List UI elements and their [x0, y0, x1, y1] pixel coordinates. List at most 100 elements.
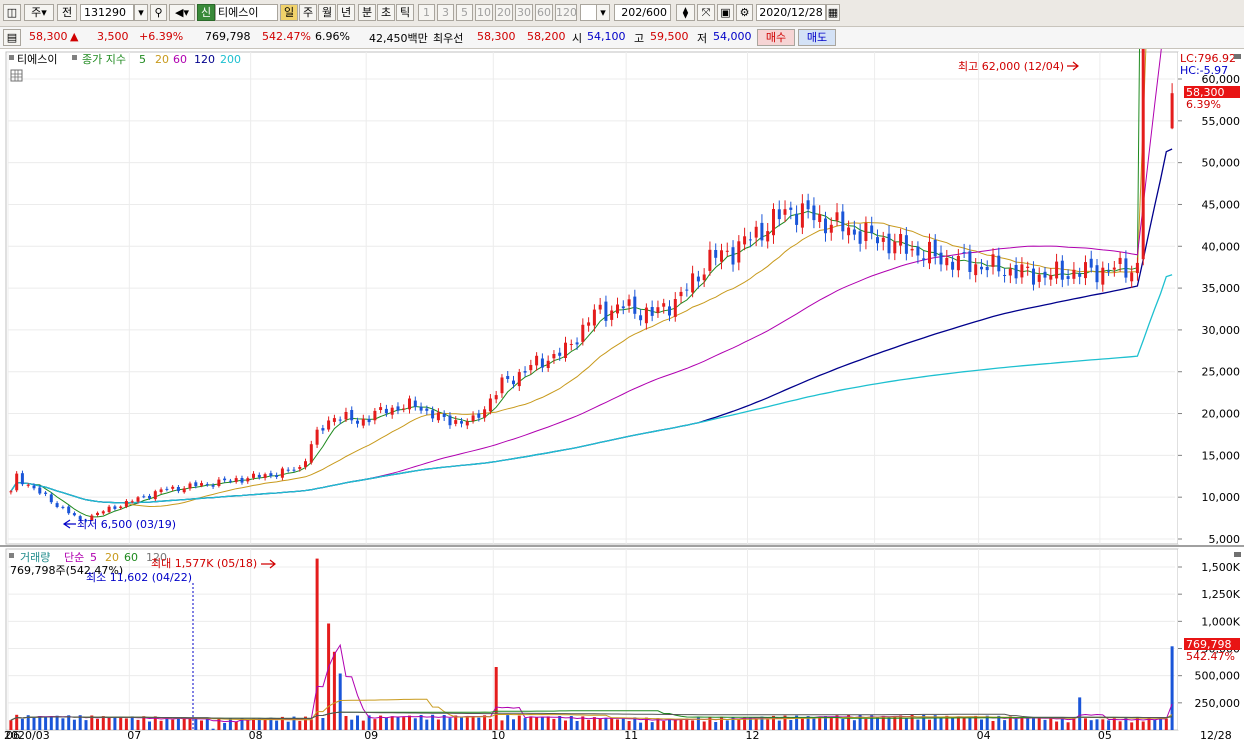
prev-button[interactable]: 전	[57, 4, 77, 21]
ma20-legend[interactable]: 20	[155, 53, 169, 66]
volume-bar	[1101, 719, 1105, 730]
volume-bar	[165, 717, 169, 730]
candle-body	[55, 503, 59, 507]
turnover-ratio: 6.96%	[315, 30, 350, 43]
volume-bar	[569, 716, 573, 730]
volume-bar	[766, 719, 770, 730]
period-day[interactable]: 일	[280, 4, 298, 21]
volume-bar	[668, 718, 671, 730]
candle-body	[257, 474, 261, 478]
data-table-icon[interactable]	[10, 69, 23, 82]
volume-ma-label[interactable]: 단순	[64, 551, 84, 564]
buy-button[interactable]: 매수	[757, 29, 795, 46]
candle-body	[598, 304, 602, 310]
price-series-name[interactable]: 티에스이	[17, 53, 57, 66]
period-year[interactable]: 년	[337, 4, 355, 21]
candle-body	[835, 212, 839, 221]
chart-menu-icon[interactable]: ◫	[3, 4, 21, 21]
period-second[interactable]: 초	[377, 4, 395, 21]
vma5-legend[interactable]: 5	[90, 551, 97, 564]
volume-bar	[471, 716, 475, 730]
search-icon[interactable]: ⚲	[150, 4, 167, 21]
volume-label[interactable]: 거래량	[20, 551, 50, 564]
candle-body	[217, 479, 221, 486]
candle-body	[818, 214, 822, 222]
candle-body	[223, 478, 227, 481]
volume-bar	[772, 715, 775, 730]
stock-chart[interactable]: 60,00055,00050,00045,00040,00035,00030,0…	[0, 49, 1244, 741]
interval-120[interactable]: 120	[555, 4, 577, 21]
candle-body	[685, 289, 689, 291]
volume-bar	[1141, 721, 1145, 730]
vma60-legend[interactable]: 60	[124, 551, 138, 564]
volume-bar	[136, 719, 140, 730]
sell-button[interactable]: 매도	[798, 29, 836, 46]
candle-body	[361, 418, 365, 426]
volume-bar	[454, 715, 458, 730]
lc-label: LC:796.92	[1180, 52, 1236, 65]
volume-bar	[627, 721, 631, 730]
ma200-legend[interactable]: 200	[220, 53, 241, 66]
signal-badge[interactable]: 신	[197, 4, 215, 21]
period-month[interactable]: 월	[318, 4, 336, 21]
custom-interval-dropdown-icon[interactable]: ▾	[596, 4, 610, 21]
candle-body	[61, 506, 65, 508]
market-select[interactable]: 주▾	[24, 4, 54, 21]
candle-body	[928, 241, 931, 264]
panel-minimize-icon[interactable]	[1234, 552, 1241, 557]
save-icon[interactable]: ▣	[717, 4, 734, 21]
vma120-legend[interactable]: 120	[146, 551, 167, 564]
volume-bar	[217, 717, 221, 730]
candle-body	[650, 307, 654, 316]
candle-body	[96, 512, 99, 515]
data-count-field[interactable]: 202/600	[614, 4, 671, 21]
interval-5[interactable]: 5	[456, 4, 473, 21]
stock-name-field[interactable]: 티에스이	[215, 4, 278, 21]
candle-body	[812, 205, 816, 221]
volume-panel[interactable]	[5, 548, 1179, 731]
period-week[interactable]: 주	[299, 4, 317, 21]
calendar-icon[interactable]: ▦	[826, 4, 840, 21]
volume-bar	[847, 714, 851, 730]
month-label: 06	[6, 729, 20, 741]
period-minute[interactable]: 분	[358, 4, 376, 21]
interval-60[interactable]: 60	[535, 4, 553, 21]
date-input[interactable]: 2020/12/28	[756, 4, 826, 21]
interval-20[interactable]: 20	[495, 4, 513, 21]
price-indicator-label[interactable]: 종가 지수	[82, 53, 126, 66]
settings-gear-icon[interactable]: ⚙	[736, 4, 753, 21]
candle-body	[887, 233, 891, 254]
volume-bar	[558, 716, 562, 730]
period-tick[interactable]: 틱	[396, 4, 414, 21]
volume-bar	[49, 717, 53, 730]
code-dropdown-icon[interactable]: ▾	[134, 4, 148, 21]
interval-1[interactable]: 1	[418, 4, 435, 21]
interval-10[interactable]: 10	[475, 4, 493, 21]
quote-menu-icon[interactable]: ▤	[3, 29, 21, 46]
drawing-tool-icon[interactable]: ⤧	[697, 4, 715, 21]
volume-min-annotation: 최소 11,602 (04/22)	[86, 571, 192, 584]
price-panel[interactable]	[5, 51, 1179, 545]
sound-icon[interactable]: ◀▾	[169, 4, 195, 21]
price-tick-label: 30,000	[1202, 324, 1241, 337]
interval-3[interactable]: 3	[437, 4, 454, 21]
ma120-legend[interactable]: 120	[194, 53, 215, 66]
vma20-legend[interactable]: 20	[105, 551, 119, 564]
ma5-legend[interactable]: 5	[139, 53, 146, 66]
panel-minimize-icon[interactable]	[1234, 54, 1241, 59]
volume-bar	[725, 720, 729, 730]
volume-bar	[980, 719, 983, 730]
volume-bar	[1084, 718, 1087, 730]
candle-body	[656, 307, 660, 313]
candle-body	[113, 506, 117, 509]
volume-bar	[142, 716, 146, 730]
high-price: 59,500	[650, 30, 689, 43]
interval-30[interactable]: 30	[515, 4, 533, 21]
ma60-legend[interactable]: 60	[173, 53, 187, 66]
candle-body	[292, 469, 296, 471]
candle-body	[396, 406, 400, 411]
low-label: 저	[697, 32, 708, 45]
candle-type-icon[interactable]: ⧫	[676, 4, 695, 21]
volume-bar	[795, 715, 799, 730]
stock-code-input[interactable]: 131290	[80, 4, 134, 21]
